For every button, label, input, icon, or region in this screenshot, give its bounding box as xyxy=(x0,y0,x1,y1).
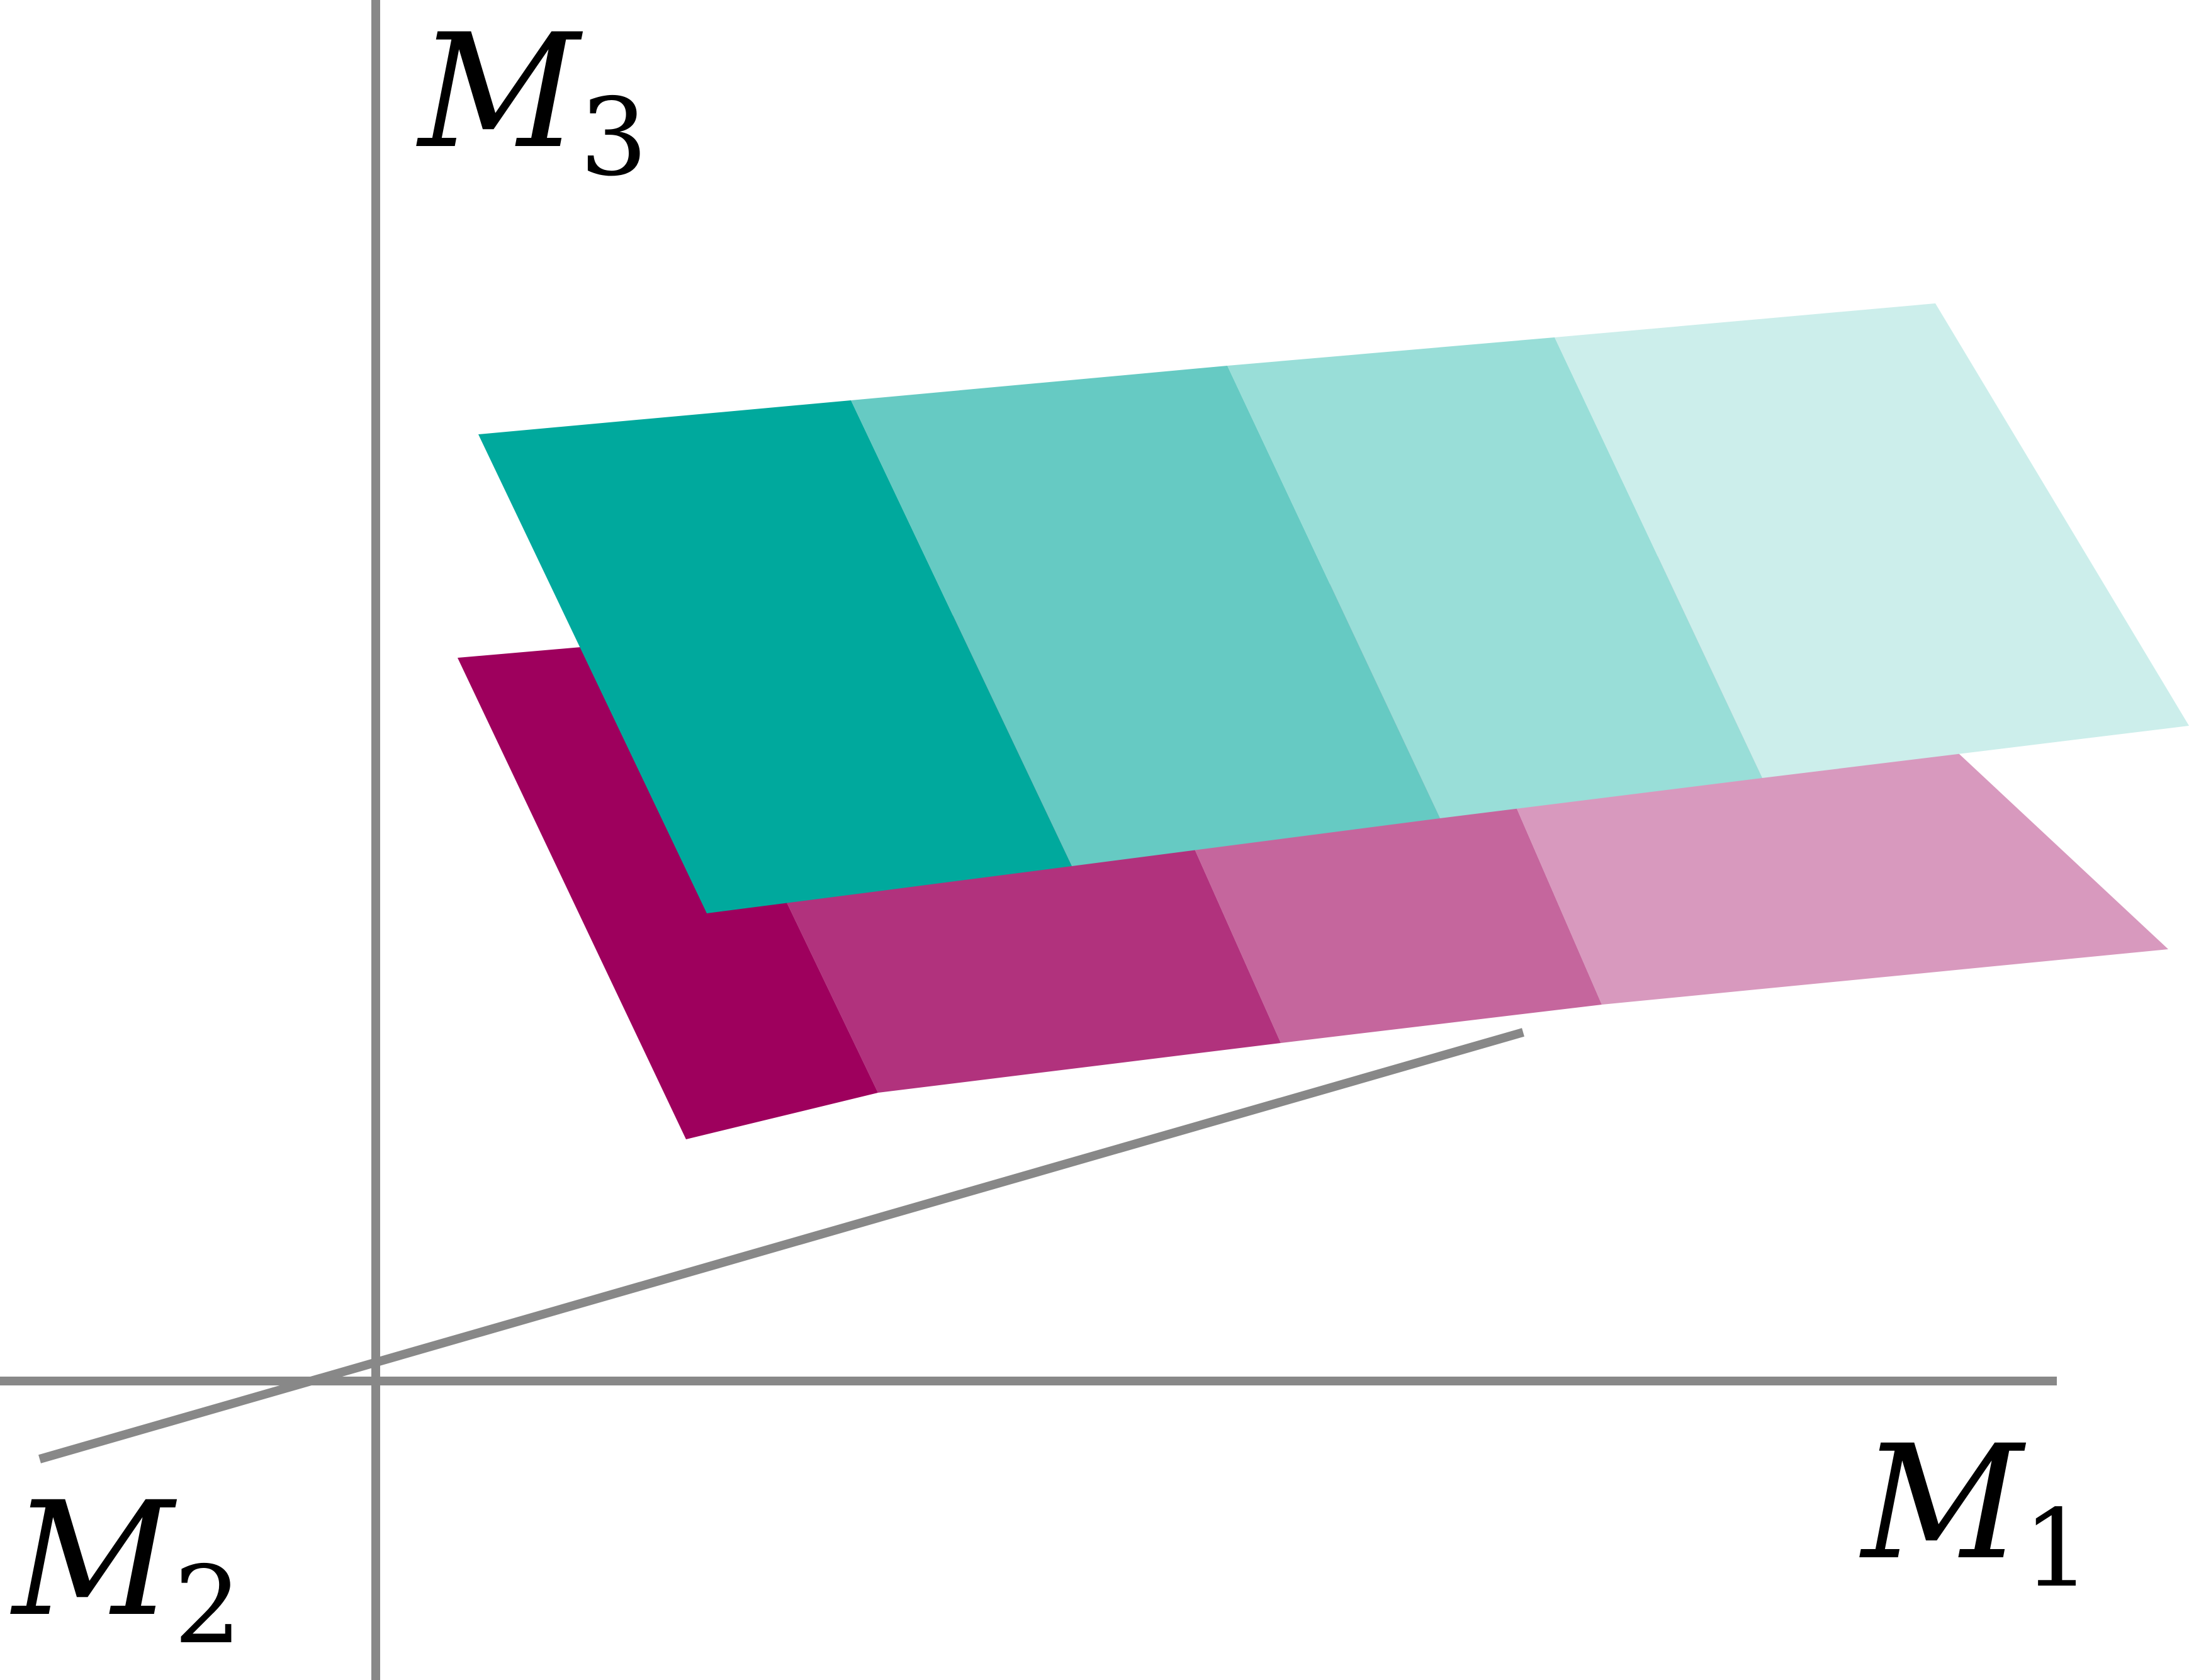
m2-axis-label-base: M xyxy=(10,1468,177,1651)
m1-axis-label-sub: 1 xyxy=(2023,1487,2091,1611)
teal-plane-strip-2 xyxy=(851,366,1440,866)
m2-axis-label: M2 xyxy=(10,1468,242,1668)
teal-plane-strip-4 xyxy=(1555,303,2189,778)
m3-axis-label: M3 xyxy=(416,0,648,200)
m2-axis-label-sub: 2 xyxy=(174,1543,242,1668)
m1-axis-label-base: M xyxy=(1859,1411,2027,1594)
teal-plane-strip-1 xyxy=(478,400,1072,913)
m3-axis-label-base: M xyxy=(416,0,583,183)
m2-axis-line xyxy=(38,1028,1524,1463)
magenta-plane-strip-1 xyxy=(458,640,878,1139)
m3-axis-label-sub: 3 xyxy=(580,76,648,200)
teal-plane xyxy=(478,303,2189,913)
teal-plane-strip-3 xyxy=(1227,337,1762,818)
m1-axis-label: M1 xyxy=(1859,1411,2091,1611)
